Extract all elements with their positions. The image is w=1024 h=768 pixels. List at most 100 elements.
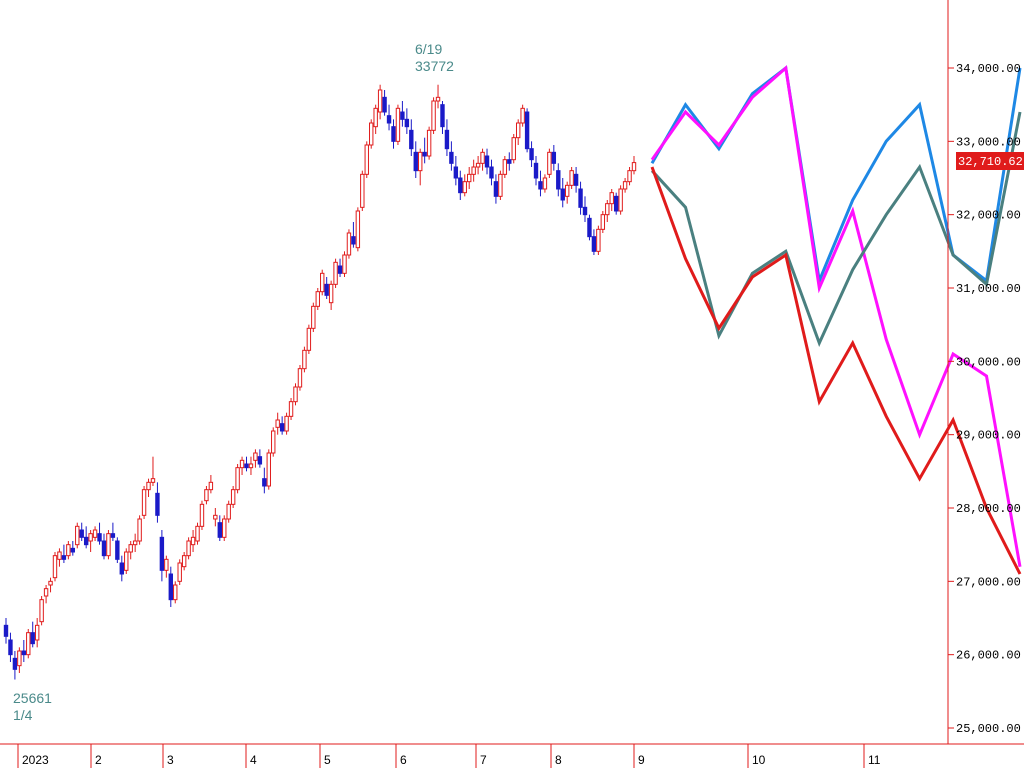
x-tick-label: 9: [638, 753, 645, 767]
candle-body: [168, 573, 173, 601]
candle-body: [271, 430, 276, 454]
candle-body: [141, 489, 147, 516]
candle-body: [542, 177, 548, 190]
y-tick-label: 33,000.00: [956, 135, 1021, 149]
last-price-badge-bg: [956, 152, 1024, 170]
candle-body: [328, 283, 334, 304]
x-tick-label: 5: [324, 753, 331, 767]
candle-body: [538, 181, 543, 190]
candle-body: [190, 536, 196, 546]
projection-line-2: [650, 65, 1022, 567]
candle-body: [293, 386, 298, 403]
candle-body: [204, 489, 209, 502]
candle-body: [244, 463, 249, 469]
low-date-label: 1/4: [13, 707, 33, 723]
y-tick-label: 34,000.00: [956, 62, 1021, 76]
y-tick-label: 30,000.00: [956, 355, 1021, 369]
candle-body: [70, 547, 76, 553]
candle-body: [493, 181, 499, 197]
candle-body: [83, 536, 89, 546]
candle-body: [181, 555, 187, 568]
candle-body: [591, 236, 597, 252]
candle-body: [573, 173, 579, 186]
candle-body: [110, 533, 116, 538]
candle-body: [75, 525, 80, 546]
candle-body: [489, 166, 494, 179]
candle-body: [596, 228, 601, 252]
candle-body: [471, 166, 476, 175]
candle-body: [262, 478, 267, 487]
annotations: 6/19 33772 25661 1/4: [13, 41, 454, 723]
peak-value-label: 33772: [415, 58, 454, 74]
candle-body: [199, 503, 205, 527]
candle-body: [253, 452, 258, 461]
candle-body: [444, 129, 450, 150]
y-tick-label: 28,000.00: [956, 502, 1021, 516]
candle-body: [346, 232, 352, 256]
candle-body: [373, 107, 378, 128]
candle-body: [458, 177, 463, 194]
candle-body: [613, 195, 619, 212]
candle-body: [475, 162, 481, 168]
candle-body: [524, 111, 530, 150]
candle-body: [213, 514, 218, 520]
candle-body: [222, 518, 227, 538]
candle-body: [426, 129, 432, 157]
candle-body: [422, 151, 427, 157]
candle-body: [119, 562, 125, 575]
candle-body: [342, 254, 347, 274]
candle-body: [88, 533, 93, 542]
projection-line-4: [650, 166, 1022, 575]
candle-body: [395, 107, 401, 142]
candle-body: [587, 217, 592, 238]
candle-body: [248, 463, 254, 469]
candle-body: [609, 192, 614, 205]
candle-body: [507, 159, 512, 164]
candle-body: [48, 580, 53, 586]
candle-body: [132, 540, 138, 546]
candle-body: [453, 166, 459, 179]
candle-body: [155, 492, 160, 516]
candle-body: [386, 115, 392, 124]
last-price-value: 32,710.62: [958, 155, 1023, 169]
candle-body: [533, 162, 539, 179]
candle-body: [177, 562, 182, 582]
candle-body: [560, 188, 565, 201]
candle-body: [302, 349, 307, 370]
candle-body: [306, 327, 312, 351]
candle-body: [320, 272, 325, 293]
candle-body: [337, 265, 343, 274]
peak-date-label: 6/19: [415, 41, 442, 57]
candle-body: [43, 588, 49, 597]
candle-body: [618, 188, 623, 212]
candle-body: [498, 173, 503, 197]
candle-body: [173, 584, 178, 601]
y-tick-label: 26,000.00: [956, 649, 1021, 663]
candle-body: [556, 170, 561, 190]
candle-body: [605, 203, 610, 216]
candle-body: [8, 639, 13, 656]
candle-body: [627, 170, 632, 183]
candle-body: [266, 452, 271, 487]
candle-body: [355, 210, 361, 249]
candle-body: [217, 522, 222, 538]
candle-body: [275, 419, 280, 428]
candle-body: [547, 151, 552, 175]
candle-body: [39, 599, 44, 623]
low-value-label: 25661: [13, 690, 52, 706]
candle-body: [315, 291, 320, 307]
candle-body: [226, 503, 231, 520]
candle-body: [230, 489, 236, 505]
candle-body: [511, 137, 516, 161]
x-tick-label: 3: [167, 753, 174, 767]
candle-body: [382, 96, 387, 113]
projection-lines: [650, 65, 1022, 575]
candle-body: [351, 236, 356, 245]
y-tick-label: 27,000.00: [956, 575, 1021, 589]
x-tick-label: 11: [868, 753, 881, 767]
candle-body: [462, 181, 467, 194]
candle-body: [239, 459, 245, 469]
candle-body: [66, 544, 71, 557]
candle-body: [480, 151, 485, 164]
candle-body: [449, 151, 454, 164]
